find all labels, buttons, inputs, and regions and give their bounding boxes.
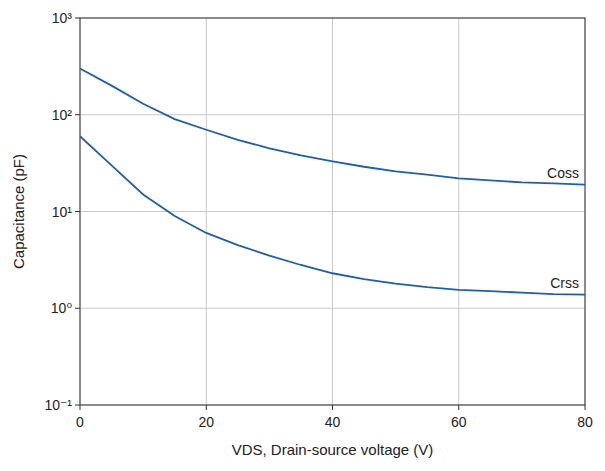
x-tick (80, 405, 81, 410)
y-axis-title: Capacitance (pF) (10, 154, 27, 269)
x-tick-label: 80 (577, 414, 593, 430)
series-line (80, 69, 585, 185)
x-tick-label: 20 (198, 414, 214, 430)
chart: 10⁻¹ 10⁰ 10¹ 10² 10³ 0 20 40 60 80 VDS, Drain-sour… (0, 0, 605, 471)
x-grid (332, 18, 333, 405)
series-line (80, 136, 585, 295)
y-tick (75, 18, 80, 19)
x-tick (585, 405, 586, 410)
series-group (80, 69, 585, 295)
y-tick (75, 405, 80, 406)
y-tick-label: 10¹ (52, 204, 73, 220)
y-tick-label: 10⁰ (51, 300, 73, 316)
series-label: Coss (547, 165, 579, 181)
x-grid (206, 18, 207, 405)
x-grid (458, 18, 459, 405)
x-tick-label: 60 (451, 414, 467, 430)
y-tick-label: 10³ (52, 10, 73, 26)
x-tick-label: 0 (76, 414, 84, 430)
x-axis-title: VDS, Drain-source voltage (V) (232, 441, 434, 458)
y-tick (75, 308, 80, 309)
y-tick-label: 10² (52, 107, 73, 123)
series-label: Crss (550, 275, 579, 291)
y-tick-label: 10⁻¹ (44, 397, 72, 413)
x-tick (332, 405, 333, 410)
plot-frame (80, 18, 585, 405)
x-tick (458, 405, 459, 410)
x-tick (206, 405, 207, 410)
x-tick-label: 40 (325, 414, 341, 430)
y-tick (75, 211, 80, 212)
y-tick (75, 114, 80, 115)
